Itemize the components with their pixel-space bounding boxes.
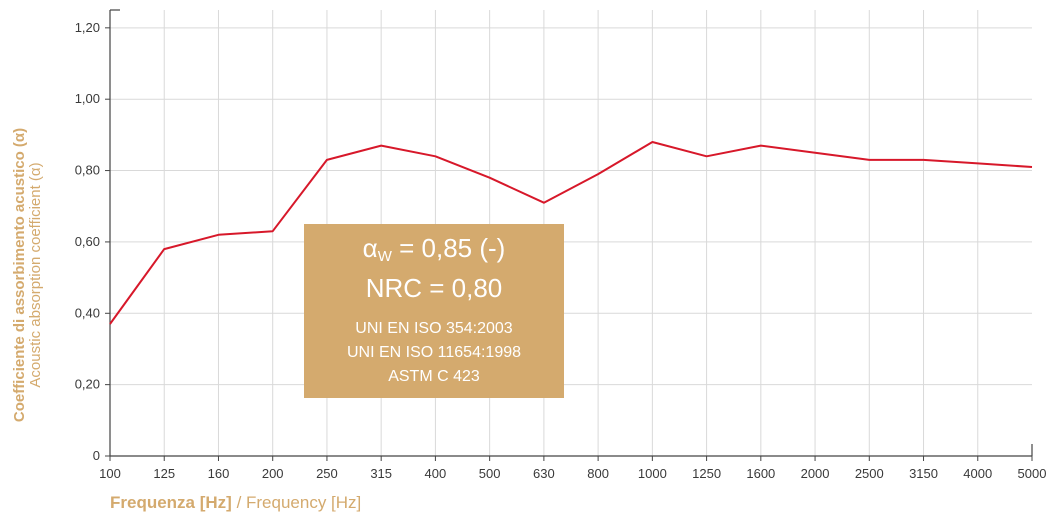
- axes: [105, 9, 1033, 461]
- y-tick-label: 0: [93, 448, 100, 463]
- nrc-line: NRC = 0,80: [366, 273, 503, 303]
- y-tick-label: 0,80: [75, 163, 100, 178]
- x-axis-title: Frequenza [Hz] / Frequency [Hz]: [110, 493, 361, 512]
- alpha-symbol: α: [363, 233, 378, 263]
- y-axis-title-bold: Coefficiente di assorbimento acustico (α…: [11, 128, 28, 422]
- y-axis-title: Coefficiente di assorbimento acustico (α…: [11, 128, 44, 422]
- x-tick-label: 800: [587, 466, 609, 481]
- y-tick-label: 0,40: [75, 305, 100, 320]
- x-tick-label: 5000: [1018, 466, 1047, 481]
- x-tick-label: 4000: [963, 466, 992, 481]
- x-tick-label: 2000: [801, 466, 830, 481]
- x-axis-title-bold: Frequenza [Hz]: [110, 493, 232, 512]
- y-tick-label: 0,20: [75, 377, 100, 392]
- y-tick-labels: 0 0,20 0,40 0,60 0,80 1,00 1,20: [75, 20, 100, 463]
- y-tick-label: 0,60: [75, 234, 100, 249]
- x-tick-label: 315: [370, 466, 392, 481]
- series-layer: [109, 141, 1033, 325]
- y-axis-title-light: Acoustic absorption coefficient (α): [27, 162, 44, 387]
- rating-box: αW = 0,85 (-) NRC = 0,80 UNI EN ISO 354:…: [304, 224, 564, 398]
- standard-line: UNI EN ISO 11654:1998: [347, 344, 521, 361]
- x-tick-label: 400: [425, 466, 447, 481]
- x-tick-label: 1600: [746, 466, 775, 481]
- x-tick-label: 100: [99, 466, 121, 481]
- standard-line: UNI EN ISO 354:2003: [355, 320, 513, 337]
- x-tick-label: 250: [316, 466, 338, 481]
- x-tick-label: 630: [533, 466, 555, 481]
- standard-line: ASTM C 423: [388, 368, 480, 385]
- alpha-value: = 0,85 (-): [392, 233, 505, 263]
- x-tick-labels: 100 125 160 200 250 315 400 500 630 800 1000 1250 16…: [99, 466, 1046, 481]
- x-tick-label: 2500: [855, 466, 884, 481]
- x-tick-label: 1000: [638, 466, 667, 481]
- x-tick-label: 160: [208, 466, 230, 481]
- alpha-w-line: αW = 0,85 (-): [363, 233, 506, 265]
- x-tick-label: 125: [153, 466, 175, 481]
- y-tick-label: 1,00: [75, 91, 100, 106]
- x-tick-label: 1250: [692, 466, 721, 481]
- absorption-series-line: [109, 141, 1033, 325]
- x-axis-title-light: / Frequency [Hz]: [232, 493, 361, 512]
- alpha-subscript: W: [378, 248, 393, 265]
- x-tick-label: 200: [262, 466, 284, 481]
- y-tick-label: 1,20: [75, 20, 100, 35]
- x-tick-label: 500: [479, 466, 501, 481]
- rating-box-background: [304, 224, 564, 398]
- x-tick-label: 3150: [909, 466, 938, 481]
